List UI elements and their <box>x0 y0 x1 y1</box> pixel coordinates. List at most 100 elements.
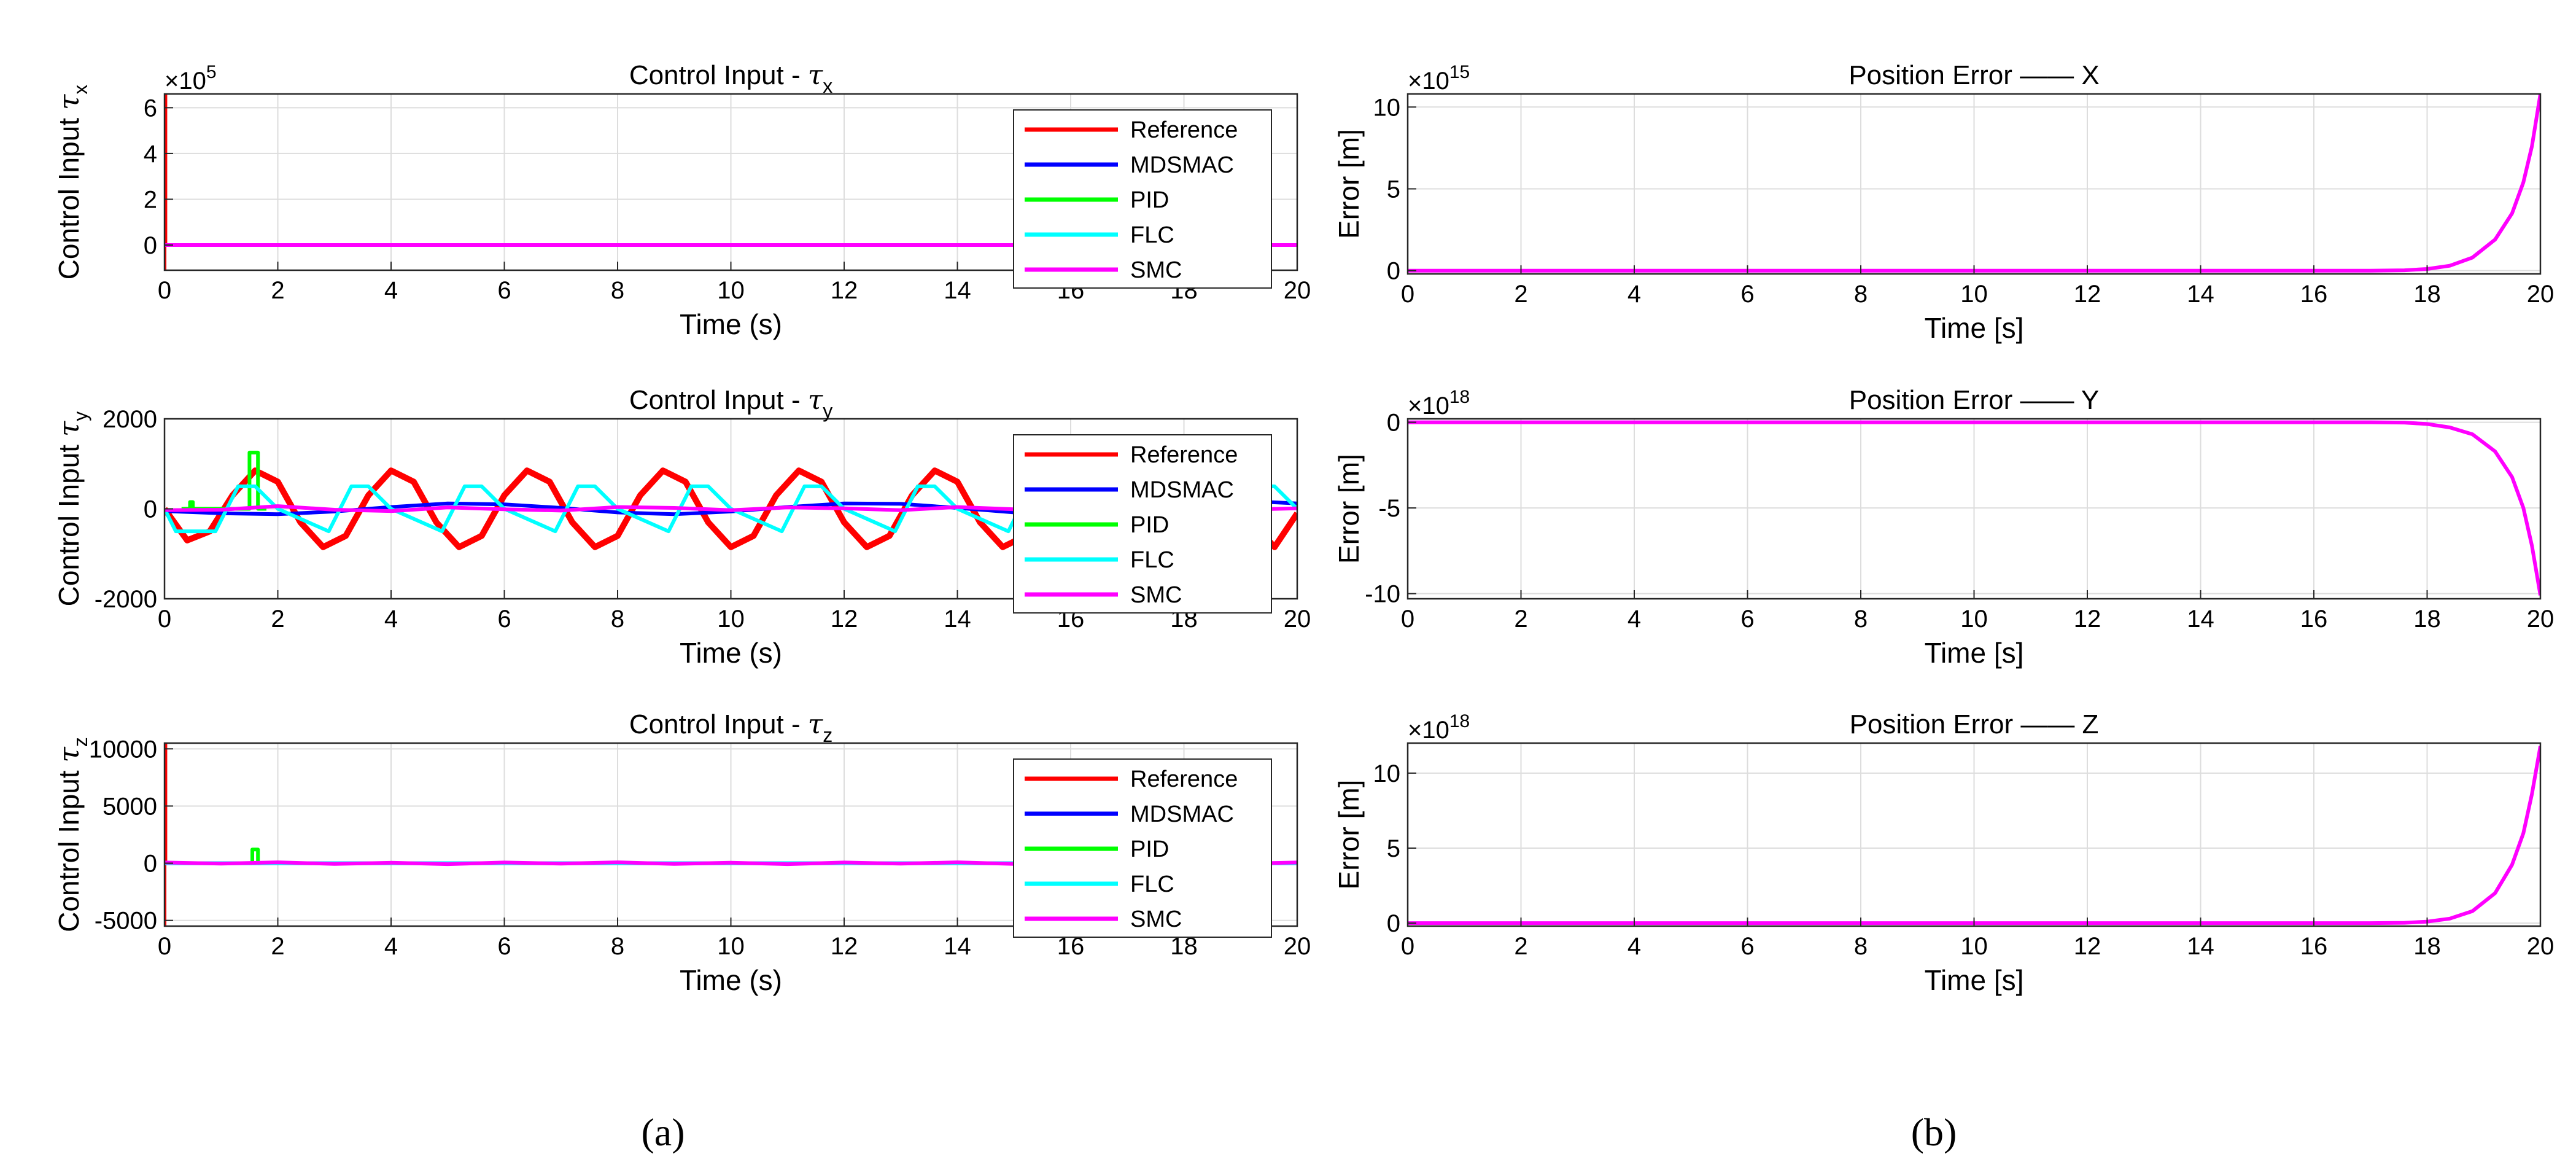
y-tick-label: 5000 <box>103 793 157 820</box>
caption-a: (a) <box>641 1110 685 1154</box>
x-tick-label: 0 <box>158 277 171 304</box>
x-axis-label: Time [s] <box>1925 637 2024 669</box>
x-tick-label: 12 <box>2074 281 2101 308</box>
title-subscript: z <box>823 724 832 746</box>
x-tick-label: 10 <box>717 277 745 304</box>
legend-label-flc: FLC <box>1130 547 1174 573</box>
legend-label-smc: SMC <box>1130 257 1182 283</box>
x-tick-label: 6 <box>1740 606 1754 633</box>
y-axis-label: Error [m] <box>1333 454 1365 564</box>
axis-exponent: ×1015 <box>1408 62 1470 95</box>
legend-label-smc: SMC <box>1130 582 1182 608</box>
chart-title: Control Input - τy <box>629 384 832 422</box>
plot-area <box>1408 420 2540 596</box>
panel-4: 0 2 4 6 8 10 12 14 16 18 20 0 5 10 ×1015 Position Error… <box>1333 60 2554 344</box>
exponent-base: ×10 <box>1408 717 1449 744</box>
x-tick-label: 4 <box>384 606 398 633</box>
y-tick-label: 2 <box>144 186 157 213</box>
exponent-power: 18 <box>1449 387 1470 407</box>
x-tick-label: 4 <box>384 933 398 960</box>
y-axis-label: Control Input τy <box>52 411 91 607</box>
x-tick-label: 8 <box>1854 281 1868 308</box>
ylabel-text: Control Input <box>53 110 85 279</box>
x-tick-label: 10 <box>1960 933 1988 960</box>
exponent-base: ×10 <box>165 68 206 95</box>
x-tick-label: 18 <box>2413 933 2441 960</box>
x-tick-label: 16 <box>2300 933 2328 960</box>
x-tick-label: 8 <box>1854 606 1868 633</box>
plot-area <box>1408 94 2540 273</box>
series-line-pid <box>181 450 266 511</box>
y-tick-label: 0 <box>1387 910 1400 937</box>
title-symbol: τ <box>808 709 823 740</box>
panel-5: 0 2 4 6 8 10 12 14 16 18 20-10-50×1018 Position Err… <box>1333 385 2554 669</box>
x-tick-label: 6 <box>1740 933 1754 960</box>
x-tick-label: 14 <box>944 277 971 304</box>
y-axis-label: Control Input τz <box>52 737 91 932</box>
legend-label-pid: PID <box>1130 512 1169 538</box>
x-tick-label: 2 <box>1514 933 1527 960</box>
x-tick-label: 0 <box>158 933 171 960</box>
x-tick-label: 8 <box>611 606 624 633</box>
x-axis-label: Time (s) <box>680 964 782 996</box>
title-text: Control Input - <box>629 60 808 90</box>
title-symbol: τ <box>808 60 823 91</box>
x-tick-label: 20 <box>1284 277 1311 304</box>
y-axis-label: Error [m] <box>1333 780 1365 890</box>
x-tick-label: 10 <box>717 606 745 633</box>
x-tick-label: 6 <box>1740 281 1754 308</box>
x-tick-label: 2 <box>1514 606 1527 633</box>
series-line-error <box>1408 420 2540 596</box>
x-axis-label: Time [s] <box>1925 312 2024 344</box>
x-tick-label: 18 <box>2413 281 2441 308</box>
x-tick-label: 12 <box>831 277 858 304</box>
x-tick-label: 20 <box>1284 606 1311 633</box>
y-tick-label: 2000 <box>103 406 157 433</box>
x-tick-label: 4 <box>384 277 398 304</box>
x-axis-label: Time (s) <box>680 637 782 669</box>
series-line-error <box>1408 94 2540 273</box>
x-tick-label: 8 <box>611 933 624 960</box>
y-tick-label: 0 <box>144 496 157 523</box>
x-tick-label: 20 <box>2527 606 2555 633</box>
exponent-base: ×10 <box>1408 68 1449 95</box>
x-tick-label: 0 <box>1401 606 1414 633</box>
ylabel-subscript: x <box>69 85 91 95</box>
x-tick-label: 12 <box>831 933 858 960</box>
x-tick-label: 20 <box>2527 933 2555 960</box>
legend-label-reference: Reference <box>1130 442 1238 468</box>
ylabel-symbol: τ <box>52 93 85 110</box>
series-line-error <box>1408 746 2540 926</box>
x-tick-label: 0 <box>1401 933 1414 960</box>
y-axis-label: Control Input τx <box>52 85 91 280</box>
title-subscript: x <box>823 75 832 97</box>
exponent-power: 15 <box>1449 62 1470 82</box>
y-tick-label: 6 <box>144 95 157 122</box>
x-tick-label: 6 <box>497 933 511 960</box>
x-tick-label: 18 <box>2413 606 2441 633</box>
ylabel-symbol: τ <box>52 420 85 437</box>
legend-label-mdsmac: MDSMAC <box>1130 152 1234 178</box>
chart-title: Position Error —— Y <box>1849 385 2100 415</box>
x-tick-label: 10 <box>1960 606 1988 633</box>
x-tick-label: 20 <box>1284 933 1311 960</box>
x-tick-label: 14 <box>2187 933 2214 960</box>
legend: Reference MDSMAC PID FLC SMC <box>1013 109 1272 289</box>
y-tick-label: -10 <box>1365 581 1400 608</box>
axis-exponent: ×1018 <box>1408 711 1470 744</box>
axis-exponent: ×1018 <box>1408 387 1470 419</box>
x-tick-label: 8 <box>611 277 624 304</box>
exponent-power: 18 <box>1449 711 1470 731</box>
x-tick-label: 8 <box>1854 933 1868 960</box>
title-subscript: y <box>823 400 832 422</box>
y-tick-label: 0 <box>144 851 157 878</box>
ylabel-text: Control Input <box>53 763 85 932</box>
x-tick-label: 4 <box>1627 606 1641 633</box>
y-tick-label: 10 <box>1373 94 1401 121</box>
x-tick-label: 4 <box>1627 933 1641 960</box>
title-text: Control Input - <box>629 385 808 415</box>
legend-label-pid: PID <box>1130 187 1169 213</box>
